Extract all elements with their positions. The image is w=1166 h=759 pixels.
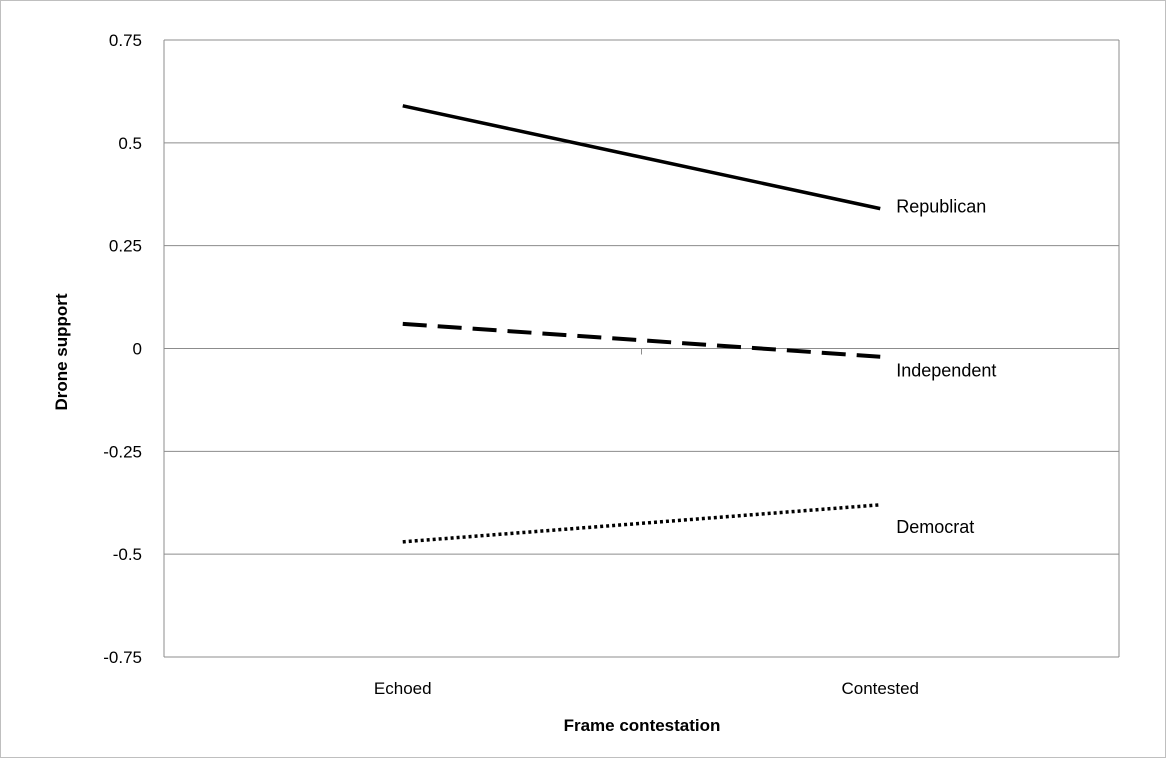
series-labels: Republican Independent Democrat [896,197,996,537]
series-lines [402,104,881,544]
series-line [402,104,881,211]
y-tick-label: -0.75 [103,648,142,667]
y-axis-title: Drone support [52,293,71,410]
x-tick-labels: Echoed Contested [374,679,919,698]
grid-lines [163,39,1120,658]
y-tick-label: 0 [133,340,142,359]
y-tick-labels: 0.75 0.5 0.25 0 -0.25 -0.5 -0.75 [103,31,142,667]
y-tick-label: -0.25 [103,442,142,461]
series-label: Independent [896,361,996,381]
y-tick-label: 0.5 [118,134,142,153]
series-line [402,321,881,359]
y-tick-label: 0.75 [109,31,142,50]
x-tick-label: Echoed [374,679,432,698]
series-label: Democrat [896,517,974,537]
series-label: Republican [896,197,986,217]
y-tick-label: -0.5 [113,545,142,564]
series-line [402,503,881,544]
y-tick-label: 0.25 [109,237,142,256]
x-axis-title: Frame contestation [564,716,721,735]
x-tick-label: Contested [842,679,920,698]
